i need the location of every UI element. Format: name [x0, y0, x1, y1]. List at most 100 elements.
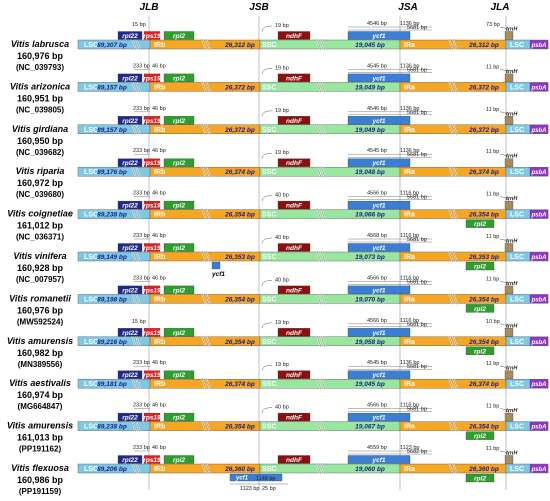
trnH-distance: 11 bp — [486, 64, 499, 70]
region-lsc2-label: LSC — [510, 127, 524, 134]
ndhF-arrow — [261, 153, 273, 159]
junction-label-jlb: JLB — [140, 2, 159, 13]
region-lsc-label: LSC — [84, 84, 98, 91]
ycf1-distance-1: 4566 bp — [367, 191, 387, 197]
scale-break-3-edge — [448, 38, 458, 51]
rps19-distance-2: 46 bp — [152, 148, 166, 154]
rps19-distance-1: 233 bp — [133, 403, 150, 409]
region-ssc-label: SSC — [262, 381, 276, 388]
gene-rps19-label: rps19 — [143, 203, 161, 210]
ndhF-arrow — [261, 407, 273, 414]
ndhF-distance: 40 bp — [275, 193, 289, 199]
gene-rpl22-label: rpl22 — [122, 118, 138, 125]
region-ssc-label: SSC — [262, 127, 276, 134]
gene-ycf1-box — [347, 412, 411, 422]
gene-ycf1-label: ycf1 — [371, 118, 385, 125]
gene-psbA-box — [529, 167, 549, 176]
trnH-arrow — [499, 154, 510, 159]
region-lsc-length: 89,238 bp — [97, 212, 127, 219]
gene-rpl2-ira-label: rpl2 — [474, 476, 486, 483]
scale-break-0-edge — [131, 38, 141, 51]
gene-psbA-box — [529, 40, 549, 49]
ndhF-distance: 40 bp — [275, 235, 289, 241]
scale-break-0-edge — [131, 250, 141, 263]
ndhF-distance: 19 bp — [275, 362, 289, 368]
gene-ycf1-box — [347, 455, 411, 464]
gene-rps19-box — [143, 285, 161, 295]
gene-ycf1-label: ycf1 — [371, 75, 385, 82]
region-lsc-label: LSC — [84, 339, 98, 346]
ndhF-arrow — [261, 195, 273, 202]
junction-label-jsa: JSA — [398, 2, 417, 13]
gene-psbA-box — [529, 82, 549, 92]
gene-ycf1-label: ycf1 — [371, 457, 385, 464]
gene-trnH-box — [504, 158, 514, 167]
accession-number: (MN389556) — [18, 360, 63, 369]
gene-psbA-label: psbA — [531, 255, 547, 261]
region-lsc2-label: LSC — [510, 212, 524, 219]
gene-psbA-label: psbA — [531, 425, 547, 431]
ycf1-distance-total: 5681 bp — [407, 110, 427, 116]
trnH-distance: 11 bp — [486, 107, 499, 113]
gene-ndhF-label: ndhF — [286, 33, 303, 40]
ndhF-arrow — [261, 237, 273, 244]
ycf1-distance-1: 4566 bp — [367, 403, 387, 409]
region-lsc2-label: LSC — [510, 254, 524, 261]
gene-ycf1-label: ycf1 — [371, 415, 385, 422]
ycf1-distance-total: 5681 bp — [407, 279, 427, 285]
trnH-arrow — [499, 281, 510, 286]
ycf1-distance-2: 1136 bp — [400, 148, 419, 154]
region-ira-length: 26,354 bp — [468, 296, 499, 303]
rps19-distance-2: 46 bp — [152, 106, 166, 112]
region-lsc-length: 89,176 bp — [97, 169, 127, 176]
accession-number: (PP191162) — [19, 445, 62, 454]
region-ssc-length: 19,070 bp — [355, 296, 385, 303]
gene-rpl22-box — [117, 412, 143, 422]
species-name: Vitis arizonica — [10, 81, 70, 91]
ycf1-distance-2: 1123 bp — [400, 445, 419, 451]
gene-ycf1-box — [347, 116, 411, 125]
gene-rpl22-box — [117, 31, 143, 40]
ycf1-irb-distance-3: 25 bp — [262, 486, 276, 492]
region-lsc-label: LSC — [84, 254, 98, 261]
gene-rpl2-label: rpl2 — [173, 33, 185, 40]
genome-size: 161,012 bp — [17, 221, 64, 231]
gene-rpl2-box — [163, 285, 195, 295]
gene-ndhF-box — [277, 31, 311, 40]
gene-ndhF-box — [277, 370, 311, 379]
rps19-distance-2: 46 bp — [152, 233, 166, 239]
genome-size: 160,951 bp — [17, 93, 64, 103]
region-lsc-label: LSC — [84, 424, 98, 431]
gene-rpl2-ira-label: rpl2 — [474, 306, 486, 313]
gene-rps19-label: rps19 — [143, 287, 161, 294]
gene-trnH-box — [504, 455, 514, 464]
gene-trnH-box — [504, 200, 514, 210]
ndhF-arrow — [261, 110, 273, 117]
gene-ycf1-box — [347, 370, 411, 379]
gene-rps19-box — [143, 243, 161, 252]
gene-rpl2-label: rpl2 — [173, 75, 185, 82]
region-ira-label: IRa — [404, 42, 415, 49]
gene-ycf1-box — [347, 243, 411, 252]
region-ira-label: IRa — [404, 466, 415, 473]
gene-rpl2-label: rpl2 — [173, 457, 185, 464]
scale-break-0-edge — [131, 81, 141, 93]
region-irb-label: IRb — [154, 169, 165, 176]
gene-rpl2-box — [163, 158, 195, 167]
rps19-distance-2: 46 bp — [152, 403, 166, 409]
ndhF-distance: 40 bp — [275, 405, 289, 411]
region-ssc-label: SSC — [262, 424, 276, 431]
region-ira-length: 26,372 bp — [468, 84, 499, 91]
gene-ndhF-box — [277, 243, 311, 252]
scale-break-0-edge — [131, 166, 141, 178]
gene-ycf1-box — [347, 73, 411, 83]
scale-break-1-edge — [201, 462, 211, 475]
gene-rps19-box — [143, 31, 161, 40]
gene-rps19-box — [143, 200, 161, 210]
accession-number: (NC_039793) — [16, 63, 64, 72]
region-irb-length: 26,374 bp — [224, 169, 255, 176]
region-ira-label: IRa — [404, 381, 415, 388]
